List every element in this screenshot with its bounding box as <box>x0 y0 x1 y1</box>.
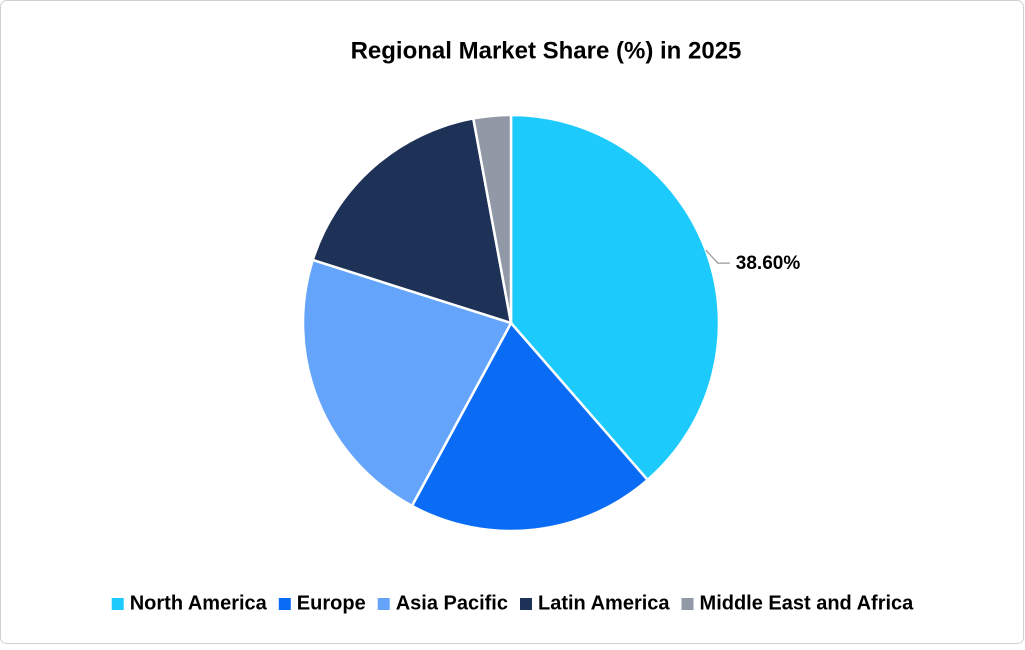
legend-label: Middle East and Africa <box>700 592 915 614</box>
pie-slice <box>471 113 513 324</box>
legend-marker <box>520 598 532 610</box>
legend-marker <box>377 598 390 610</box>
legend-label: Latin America <box>538 592 670 614</box>
pie-slice <box>301 258 513 508</box>
legend-label: Europe <box>297 592 366 614</box>
legend-marker <box>111 598 124 610</box>
legend-label: North America <box>130 592 268 614</box>
pie-slice <box>311 116 513 325</box>
legend-marker <box>278 598 291 610</box>
chart-title: Regional Market Share (%) in 2025 <box>351 37 742 64</box>
pie-slice <box>410 320 650 533</box>
legend-label: Asia Pacific <box>396 592 508 614</box>
leader-line <box>705 249 730 264</box>
legend-marker <box>681 598 694 610</box>
data-label: 38.60% <box>736 253 801 274</box>
pie-slice <box>509 113 721 482</box>
